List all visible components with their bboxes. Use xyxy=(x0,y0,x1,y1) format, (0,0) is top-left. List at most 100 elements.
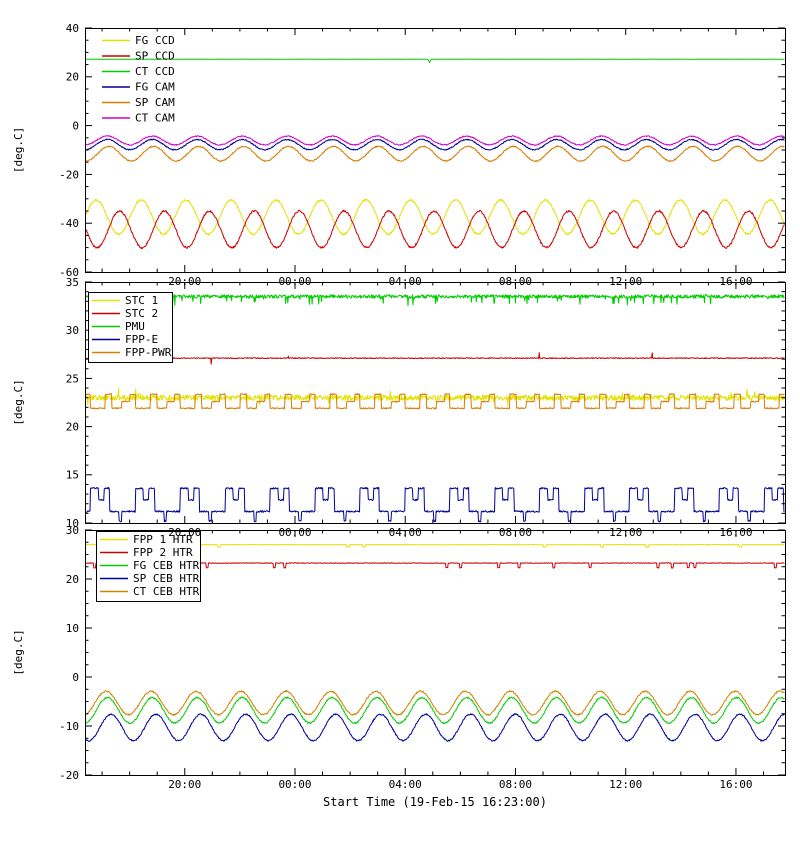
y-tick-label: 20 xyxy=(66,573,79,586)
x-tick-label: 00:00 xyxy=(278,778,311,791)
x-tick-label: 04:00 xyxy=(389,275,422,288)
legend-entry: STC 1 xyxy=(92,294,158,307)
panel-frame xyxy=(85,282,786,524)
legend-label: SP CCD xyxy=(135,50,175,63)
series-pmu xyxy=(85,294,785,307)
legend-entry: FPP 1 HTR xyxy=(100,533,193,546)
legend-entry: CT CEB HTR xyxy=(100,585,200,598)
y-tick-label: 0 xyxy=(72,119,79,132)
series-sp-cam xyxy=(85,145,785,162)
legend-entry: STC 2 xyxy=(92,307,158,320)
legend-entry: SP CCD xyxy=(102,50,175,63)
y-axis-title: [deg.C] xyxy=(12,379,25,425)
x-tick-label: 16:00 xyxy=(719,526,752,539)
x-tick-label: 12:00 xyxy=(609,275,642,288)
axis-ticks xyxy=(85,529,785,776)
legend-entry: CT CAM xyxy=(102,112,175,125)
series-group xyxy=(85,58,785,250)
legend-label: FPP-PWR xyxy=(125,346,172,359)
legend-entry: FG CAM xyxy=(102,81,175,94)
y-tick-label: -40 xyxy=(59,217,79,230)
legend-entry: FPP-E xyxy=(92,333,158,346)
series-fg-ceb-htr xyxy=(85,696,785,725)
series-group xyxy=(85,544,785,742)
series-sp-ceb-htr xyxy=(85,713,785,742)
series-ct-cam xyxy=(85,135,785,146)
legend-label: FG CCD xyxy=(135,34,175,47)
y-tick-label: 25 xyxy=(66,372,79,385)
series-sp-ccd xyxy=(85,209,785,250)
y-tick-label: -60 xyxy=(59,266,79,279)
x-tick-label: 12:00 xyxy=(609,778,642,791)
y-tick-label: 40 xyxy=(66,22,79,35)
y-axis-title: [deg.C] xyxy=(12,127,25,173)
x-axis-title: Start Time (19-Feb-15 16:23:00) xyxy=(323,795,547,809)
series-fpp-e xyxy=(85,487,785,523)
y-tick-label: -10 xyxy=(59,720,79,733)
x-tick-label: 00:00 xyxy=(278,526,311,539)
series-fpp-1-htr xyxy=(85,544,785,548)
legend-label: FPP 1 HTR xyxy=(133,533,193,546)
x-tick-label: 08:00 xyxy=(499,778,532,791)
legend-entry: SP CEB HTR xyxy=(100,572,200,585)
x-tick-label: 20:00 xyxy=(168,526,201,539)
x-tick-label: 20:00 xyxy=(168,275,201,288)
x-tick-label: 08:00 xyxy=(499,526,532,539)
y-tick-label: 20 xyxy=(66,71,79,84)
legend-entry: SP CAM xyxy=(102,96,175,109)
legend-entry: FPP 2 HTR xyxy=(100,546,193,559)
series-fg-ccd xyxy=(85,198,785,236)
x-tick-label: 04:00 xyxy=(389,526,422,539)
legend-label: CT CEB HTR xyxy=(133,585,200,598)
y-tick-label: 10 xyxy=(66,622,79,635)
y-tick-label: -20 xyxy=(59,168,79,181)
legend-label: PMU xyxy=(125,320,145,333)
axis-ticks xyxy=(85,281,785,524)
legend-entry: PMU xyxy=(92,320,145,333)
legend-label: CT CAM xyxy=(135,112,175,125)
x-tick-label: 12:00 xyxy=(609,526,642,539)
legend-label: FG CEB HTR xyxy=(133,559,200,572)
x-tick-label: 16:00 xyxy=(719,275,752,288)
y-tick-label: 20 xyxy=(66,420,79,433)
y-tick-label: 10 xyxy=(66,517,79,530)
legend-label: FPP-E xyxy=(125,333,158,346)
legend-box xyxy=(88,292,173,363)
legend-label: SP CEB HTR xyxy=(133,572,200,585)
legend-label: SP CAM xyxy=(135,96,175,109)
y-axis-title: [deg.C] xyxy=(12,629,25,675)
legend-entry: FG CCD xyxy=(102,34,175,47)
x-tick-label: 16:00 xyxy=(719,778,752,791)
y-tick-label: 30 xyxy=(66,524,79,537)
legend-label: FPP 2 HTR xyxy=(133,546,193,559)
series-stc-2 xyxy=(85,352,785,365)
y-tick-label: 0 xyxy=(72,671,79,684)
x-tick-label: 00:00 xyxy=(278,275,311,288)
x-tick-label: 04:00 xyxy=(389,778,422,791)
legend-entry: FPP-PWR xyxy=(92,346,172,359)
axis-ticks xyxy=(85,27,785,273)
legend: FG CCD SP CCD CT CCD FG CAM SP CAM CT CAM xyxy=(102,34,175,125)
x-tick-label: 08:00 xyxy=(499,275,532,288)
series-fg-cam xyxy=(85,138,785,151)
legend-entry: CT CCD xyxy=(102,65,175,78)
legend-label: STC 2 xyxy=(125,307,158,320)
series-ct-ccd xyxy=(85,58,785,63)
y-tick-label: 30 xyxy=(66,324,79,337)
legend-label: FG CAM xyxy=(135,81,175,94)
series-group xyxy=(85,294,785,523)
series-fpp-pwr xyxy=(85,393,785,410)
legend-label: STC 1 xyxy=(125,294,158,307)
legend-label: CT CCD xyxy=(135,65,175,78)
y-tick-label: 15 xyxy=(66,469,79,482)
series-fpp-2-htr xyxy=(85,562,785,569)
y-tick-label: -20 xyxy=(59,769,79,782)
